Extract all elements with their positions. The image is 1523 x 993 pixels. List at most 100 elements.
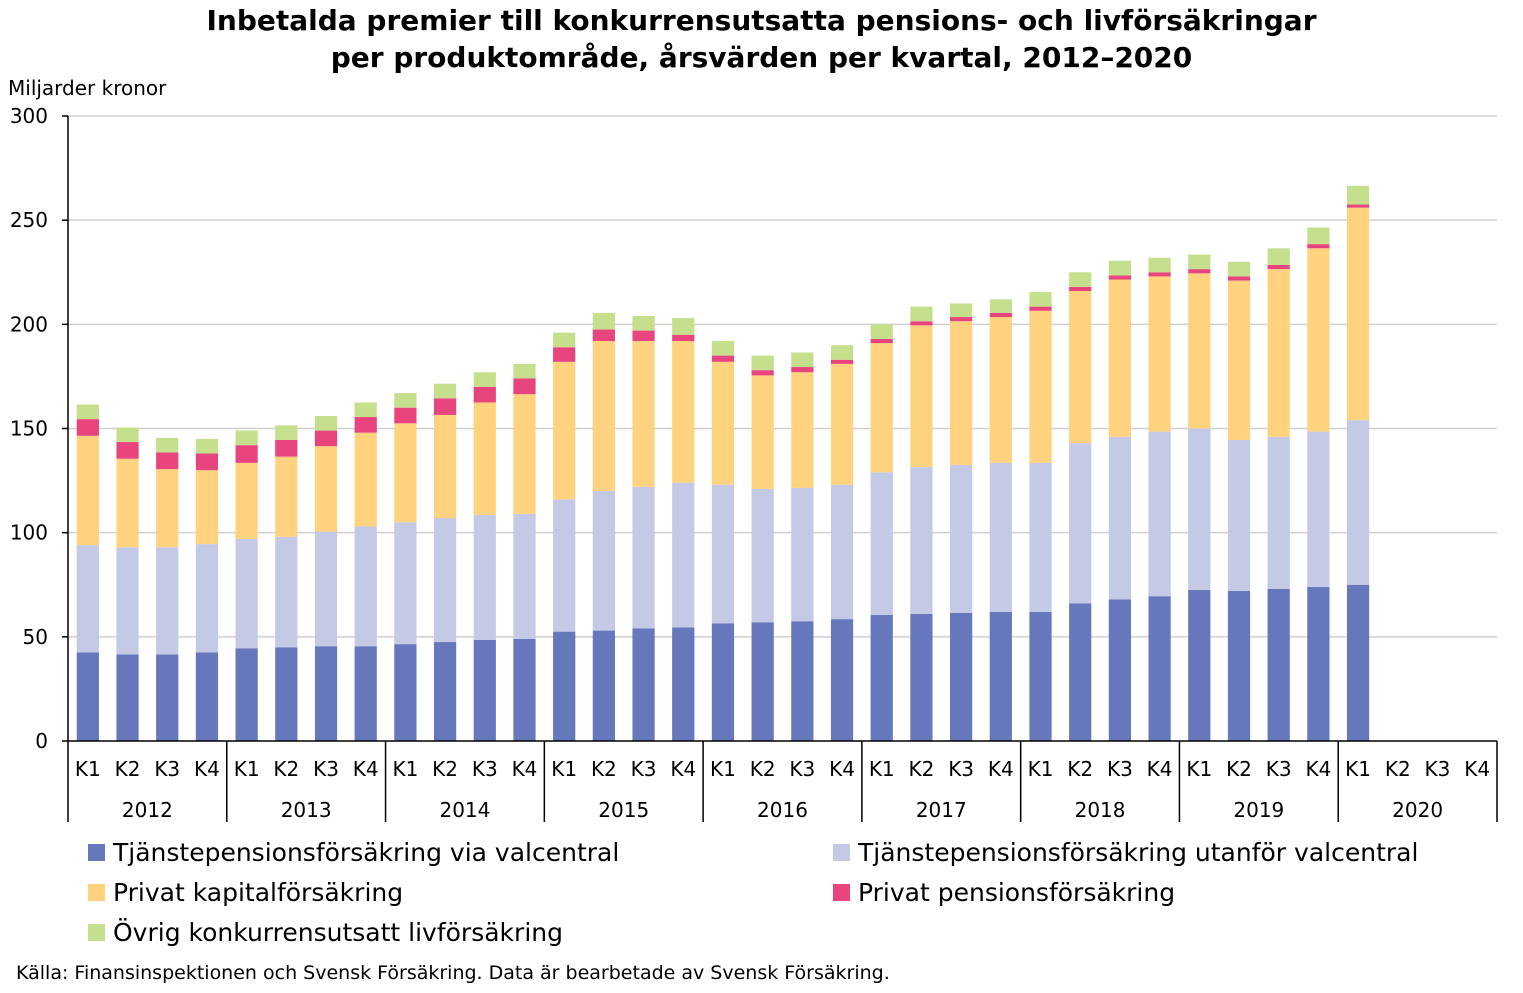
- x-tick-label-year: 2020: [1392, 798, 1443, 822]
- bar-segment-4: [473, 386, 496, 403]
- bar-segment-1: [989, 611, 1012, 741]
- bar-segment-4: [632, 330, 655, 341]
- bar-segment-3: [1148, 276, 1171, 432]
- legend-item: Privat pensionsförsäkring: [833, 878, 1175, 907]
- bar-segment-4: [156, 452, 179, 470]
- stacked-bar-chart: 0 50 100 150 200 250 300 K1 K2 K3 K4 2012 K1 K2 K3 K4 20…: [10, 104, 1498, 822]
- bar-segment-5: [314, 416, 338, 431]
- bar-segment-3: [1267, 269, 1290, 437]
- x-tick-label-quarter: K1: [551, 757, 577, 781]
- bar-segment-1: [672, 627, 695, 741]
- chart-title-line2: per produktområde, årsvärden per kvartal…: [330, 41, 1193, 74]
- bar-segment-4: [711, 355, 735, 362]
- y-axis-label: Miljarder kronor: [8, 76, 167, 100]
- bar-segment-1: [1029, 611, 1052, 741]
- bar-segment-4: [116, 442, 139, 459]
- bar-segment-1: [1069, 603, 1092, 741]
- bar-segment-1: [751, 622, 774, 741]
- bar-segment-5: [76, 404, 99, 420]
- x-tick-label-quarter: K1: [710, 757, 736, 781]
- bar-segment-4: [235, 445, 258, 463]
- legend-swatch: [88, 924, 105, 941]
- bar-segment-2: [354, 526, 377, 647]
- x-tick-label-quarter: K1: [1028, 757, 1054, 781]
- bar-segment-4: [1029, 306, 1052, 311]
- bar-segment-3: [830, 363, 854, 485]
- bar-segment-3: [1307, 248, 1330, 432]
- x-tick-label-quarter: K1: [392, 757, 418, 781]
- bar-segment-1: [553, 631, 576, 742]
- bar-segment-1: [195, 652, 219, 741]
- x-tick-label-quarter: K3: [948, 757, 974, 781]
- x-tick-label-quarter: K4: [1305, 757, 1331, 781]
- bar-segment-1: [1267, 588, 1290, 741]
- bar-segment-5: [156, 437, 179, 453]
- y-tick-label: 0: [35, 729, 48, 753]
- bar-segment-4: [751, 370, 774, 376]
- bar-segment-2: [711, 484, 735, 624]
- x-tick-label-quarter: K2: [1385, 757, 1411, 781]
- x-tick-label-quarter: K2: [1067, 757, 1093, 781]
- x-tick-label-quarter: K1: [1345, 757, 1371, 781]
- bar-segment-5: [1108, 260, 1132, 276]
- bar-segment-3: [314, 446, 338, 532]
- x-tick-label-year: 2018: [1075, 798, 1126, 822]
- bar-segment-5: [116, 427, 139, 443]
- bar-segment-5: [1148, 257, 1171, 273]
- bar-segment-3: [1346, 207, 1370, 421]
- bar-segment-4: [791, 367, 814, 373]
- bar-segment-5: [433, 383, 457, 399]
- bar-segment-3: [76, 435, 99, 546]
- bar-segment-3: [791, 372, 814, 488]
- bar-segment-1: [1188, 589, 1211, 741]
- bar-segment-4: [433, 398, 457, 415]
- bar-segment-3: [195, 470, 219, 545]
- legend-swatch: [88, 844, 105, 861]
- bar-segment-5: [632, 316, 655, 331]
- bar-segment-3: [910, 325, 933, 468]
- bar-segment-2: [156, 547, 179, 655]
- bar-segment-2: [1029, 462, 1052, 612]
- bar-segment-5: [553, 332, 576, 348]
- bar-segment-2: [195, 544, 219, 653]
- bar-segment-2: [394, 522, 417, 645]
- bar-segment-5: [1069, 272, 1092, 287]
- bar-segment-2: [235, 538, 258, 649]
- bar-segment-2: [1307, 431, 1330, 587]
- bar-segment-3: [1227, 280, 1251, 440]
- bar-segment-1: [433, 642, 457, 741]
- chart-title: Inbetalda premier till konkurrensutsatta…: [0, 2, 1523, 76]
- bar-segment-1: [711, 623, 735, 741]
- x-tick-label-quarter: K3: [789, 757, 815, 781]
- x-tick-label-quarter: K1: [234, 757, 260, 781]
- bar-segment-4: [275, 439, 298, 457]
- x-tick-label-year: 2016: [757, 798, 808, 822]
- bar-segment-2: [592, 491, 615, 631]
- x-tick-label-quarter: K4: [353, 757, 379, 781]
- bar-segment-2: [1267, 436, 1290, 589]
- legend-swatch: [88, 884, 105, 901]
- bar-segment-2: [1227, 439, 1251, 591]
- bar-segment-3: [592, 341, 615, 491]
- bar-segment-3: [751, 375, 774, 489]
- bar-segment-3: [711, 361, 735, 485]
- bar-segment-2: [1148, 431, 1171, 597]
- bar-segment-3: [116, 458, 139, 548]
- chart-title-line1: Inbetalda premier till konkurrensutsatta…: [206, 4, 1317, 37]
- x-tick-label-quarter: K4: [829, 757, 855, 781]
- bar-segment-4: [672, 334, 695, 341]
- bar-segment-3: [950, 321, 973, 465]
- bar-segment-4: [354, 417, 377, 433]
- x-tick-label-quarter: K2: [115, 757, 141, 781]
- legend-swatch: [833, 884, 850, 901]
- bar-segment-4: [830, 359, 854, 364]
- bar-segment-4: [1227, 276, 1251, 281]
- bar-segment-2: [870, 472, 893, 615]
- bar-segment-1: [116, 654, 139, 741]
- y-tick-label: 200: [10, 312, 48, 336]
- x-tick-label-quarter: K1: [869, 757, 895, 781]
- bar-segment-4: [394, 407, 417, 424]
- bar-segment-1: [791, 621, 814, 741]
- x-tick-label-quarter: K2: [591, 757, 617, 781]
- x-tick-label-quarter: K3: [472, 757, 498, 781]
